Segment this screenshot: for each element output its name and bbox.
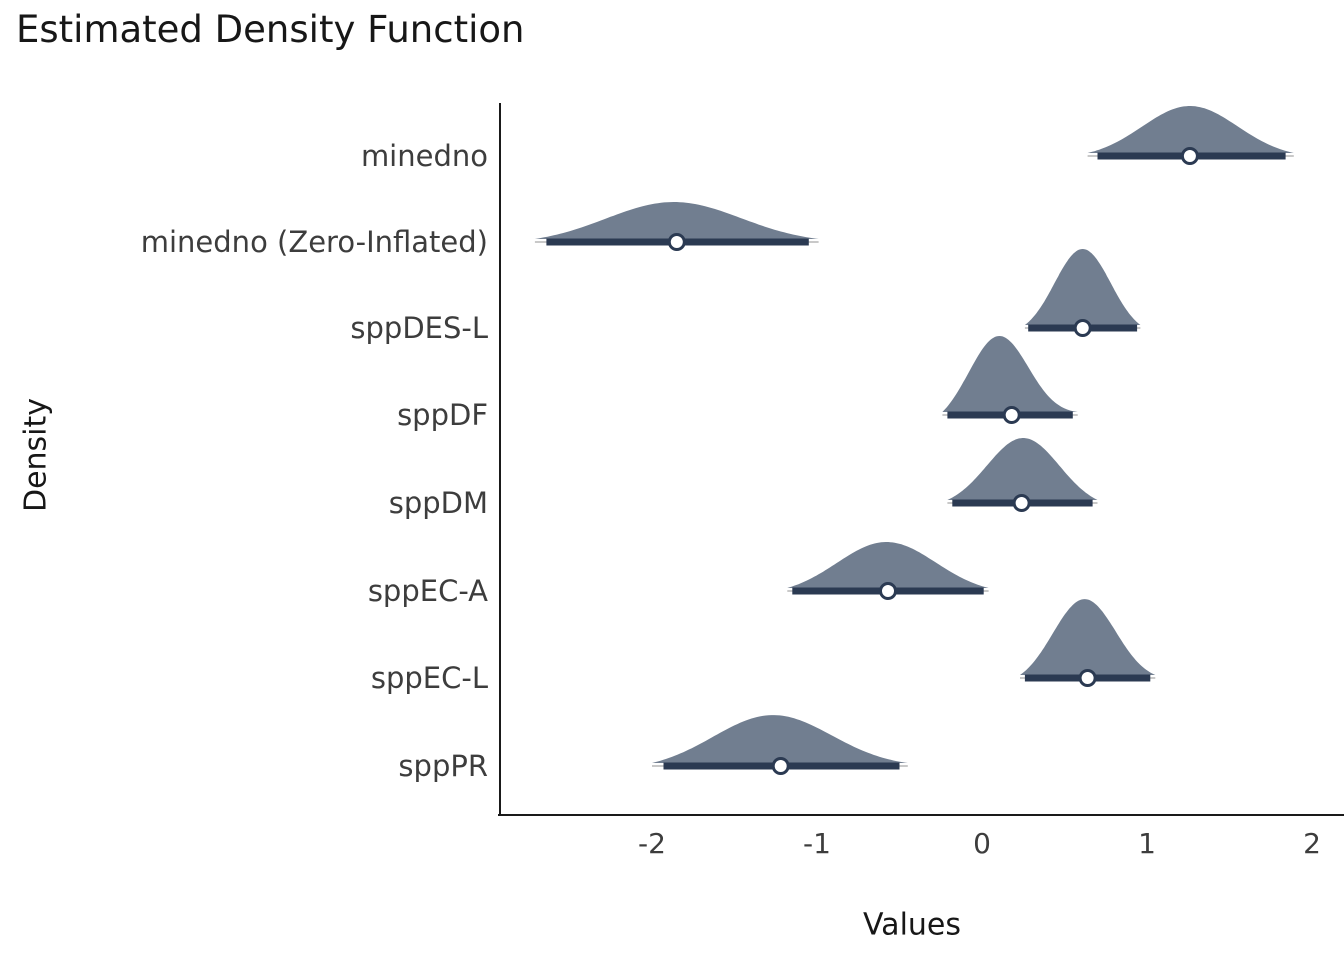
row-sppec-l: sppEC-L — [371, 599, 1156, 695]
median-point — [667, 233, 686, 251]
category-label: sppDF — [397, 398, 488, 432]
row-sppec-a: sppEC-A — [368, 542, 989, 608]
median-point — [1002, 406, 1021, 424]
median-point — [879, 582, 897, 600]
density-curve — [652, 715, 908, 763]
category-label: sppPR — [398, 749, 488, 783]
x-axis-title: Values — [862, 907, 962, 943]
chart-title: Estimated Density Function — [16, 8, 525, 51]
density-curve — [942, 336, 1078, 412]
row-minedno: minedno — [361, 106, 1294, 173]
category-label: sppDES-L — [350, 311, 488, 345]
density-curve — [947, 438, 1098, 500]
median-point — [1078, 669, 1097, 687]
median-point — [1073, 319, 1092, 337]
row-spppr: sppPR — [398, 715, 908, 783]
median-point — [771, 757, 790, 775]
category-label: minedno (Zero-Inflated) — [141, 225, 488, 259]
row-sppdf: sppDF — [397, 336, 1078, 432]
density-curve — [534, 202, 819, 239]
row-sppdes-l: sppDES-L — [350, 249, 1141, 345]
category-label: sppEC-A — [368, 574, 488, 608]
median-point — [1012, 494, 1031, 512]
x-tick-label: 1 — [1138, 827, 1156, 860]
density-curve — [787, 542, 989, 588]
x-tick-label: -1 — [803, 827, 831, 860]
median-point — [1180, 147, 1199, 165]
x-tick-label: 2 — [1303, 827, 1321, 860]
x-tick-label: -2 — [638, 827, 666, 860]
category-label: sppEC-L — [371, 661, 488, 695]
density-curve — [1020, 599, 1156, 675]
x-tick-label: 0 — [973, 827, 991, 860]
row-minedno-zero-inflated: minedno (Zero-Inflated) — [141, 202, 819, 259]
density-curve — [1024, 249, 1141, 325]
density-curve — [1087, 106, 1294, 153]
category-label: sppDM — [389, 486, 488, 520]
row-sppdm: sppDM — [389, 438, 1098, 520]
category-label: minedno — [361, 139, 488, 173]
